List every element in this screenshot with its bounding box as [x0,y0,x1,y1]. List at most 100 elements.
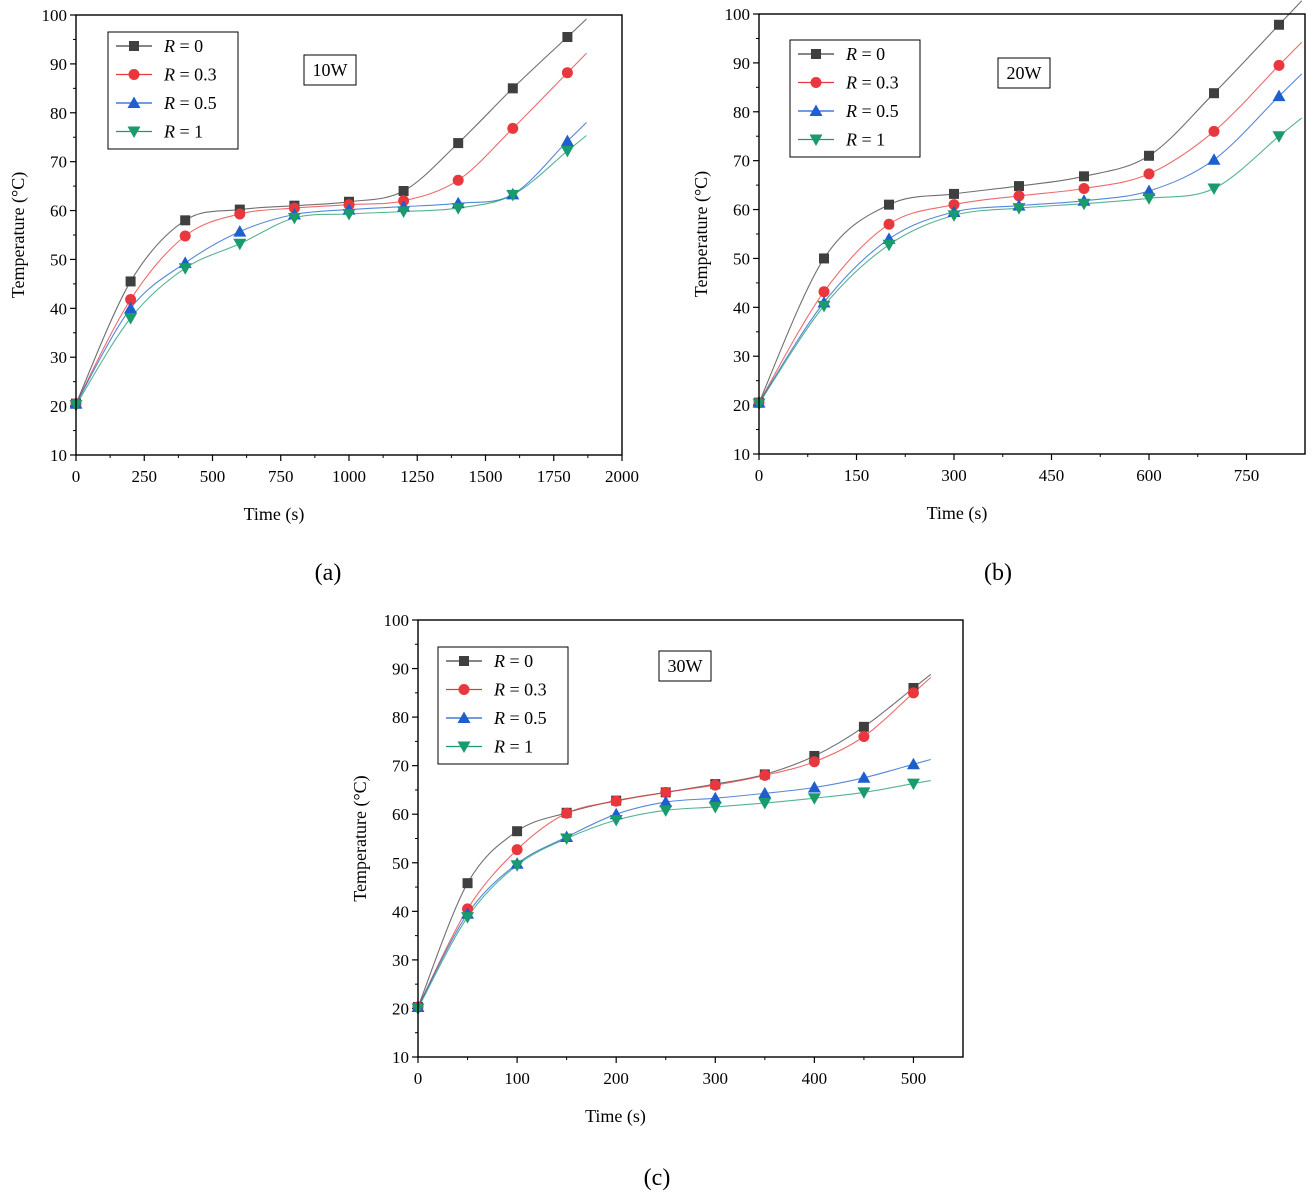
y-tick-label: 50 [392,854,409,873]
data-point-series-1 [561,67,573,79]
y-tick-label: 60 [50,202,67,221]
data-point-series-0 [398,186,409,196]
data-point-series-0 [1014,181,1024,192]
legend-marker [809,134,823,146]
x-tick-label: 500 [901,1069,927,1088]
data-point-series-0 [512,826,523,837]
data-point-series-3 [560,145,574,158]
legend-entry-label: R = 1 [163,122,203,142]
panel-label: (c) [644,1165,671,1191]
y-tick-label: 90 [50,55,67,74]
x-tick-label: 300 [703,1069,729,1088]
y-tick-label: 100 [725,5,751,24]
data-point-series-0 [1079,171,1089,182]
data-point-series-3 [758,798,772,810]
x-tick-label: 2000 [605,467,639,486]
legend-entry-label: R = 0.5 [493,708,547,728]
data-point-series-0 [1274,19,1284,30]
legend-marker [127,96,141,108]
y-tick-label: 30 [392,951,409,970]
y-tick-label: 30 [733,347,750,366]
data-point-series-1 [1013,190,1025,202]
x-tick-label: 400 [802,1069,828,1088]
data-point-series-3 [659,805,673,817]
data-point-series-1 [511,844,523,856]
legend-marker [811,49,821,59]
series-line-3 [417,780,931,1009]
data-point-series-3 [857,787,871,799]
data-point-series-3 [1077,198,1091,211]
data-point-series-1 [759,769,771,781]
series-line-2 [758,73,1303,403]
x-tick-label: 500 [200,467,226,486]
legend-entry-label: R = 1 [493,737,533,757]
data-point-series-0 [507,83,518,94]
power-annotation-box [303,54,357,86]
data-point-series-2 [233,225,247,237]
y-tick-label: 10 [392,1048,409,1067]
y-tick-label: 90 [733,54,750,73]
legend-marker [127,126,141,138]
x-axis-label: Time (s) [585,1106,646,1127]
legend-marker [459,656,469,666]
power-annotation-box [658,650,712,682]
data-point-series-1 [234,208,246,220]
legend-entry-label: R = 0.5 [845,101,899,121]
data-point-series-1 [1208,125,1220,137]
data-point-series-2 [708,791,722,804]
x-tick-label: 250 [132,467,158,486]
data-point-series-0 [125,276,136,287]
chart-20w-panel: 0 150 300 450 600 750 10 20 30 40 50 60 70 80 90 100 Tim… [691,0,1306,586]
legend-marker [809,104,823,116]
data-point-series-3 [506,189,520,202]
series-line-3 [758,117,1303,404]
data-point-series-0 [858,721,869,732]
y-axis-label: Temperature (°C) [350,775,371,901]
data-point-series-3 [882,239,896,252]
data-point-series-2 [1207,153,1221,165]
legend-entry-label: R = 1 [845,130,885,150]
legend-entry-label: R = 0 [845,44,885,64]
data-point-series-1 [818,286,830,298]
x-tick-label: 1500 [469,467,503,486]
data-point-series-0 [1144,150,1154,161]
x-tick-label: 100 [504,1069,530,1088]
x-tick-label: 1750 [537,467,571,486]
data-point-series-1 [808,756,820,768]
power-annotation: 30W [668,656,703,676]
data-point-series-3 [510,860,524,872]
data-point-series-2 [124,301,138,314]
data-point-series-3 [560,833,574,845]
data-point-series-2 [1142,184,1156,196]
x-tick-label: 150 [844,466,870,485]
data-point-series-3 [1207,183,1221,196]
data-point-series-0 [462,878,473,889]
data-point-series-2 [758,786,772,799]
series-line-1 [758,41,1303,403]
legend-marker [810,77,822,88]
y-tick-label: 20 [50,397,67,416]
data-point-series-1 [1143,168,1155,180]
series-line-0 [758,0,1303,403]
data-point-series-2 [1272,89,1286,102]
y-tick-label: 80 [50,104,67,123]
y-tick-label: 70 [733,152,750,171]
data-point-series-3 [817,300,831,313]
y-tick-label: 60 [392,805,409,824]
data-point-series-1 [452,174,464,186]
legend-marker [128,69,140,80]
panel-label: (b) [984,560,1012,586]
data-point-series-3 [1012,203,1026,215]
legend-entry-label: R = 0 [163,36,203,56]
x-tick-label: 0 [72,467,81,486]
plot-frame [758,13,1306,455]
plot-frame [417,619,964,1058]
data-point-series-1 [610,795,622,807]
chart-30w-panel: 0 100 200 300 400 500 10 20 30 40 50 60 70 80 90 100 Tim… [350,611,964,1191]
data-point-series-3 [287,212,301,225]
legend-entry-label: R = 0.5 [163,93,217,113]
data-point-series-0 [562,32,573,42]
series-line-2 [75,122,587,404]
x-axis-label: Time (s) [927,503,988,524]
y-tick-label: 90 [392,660,409,679]
